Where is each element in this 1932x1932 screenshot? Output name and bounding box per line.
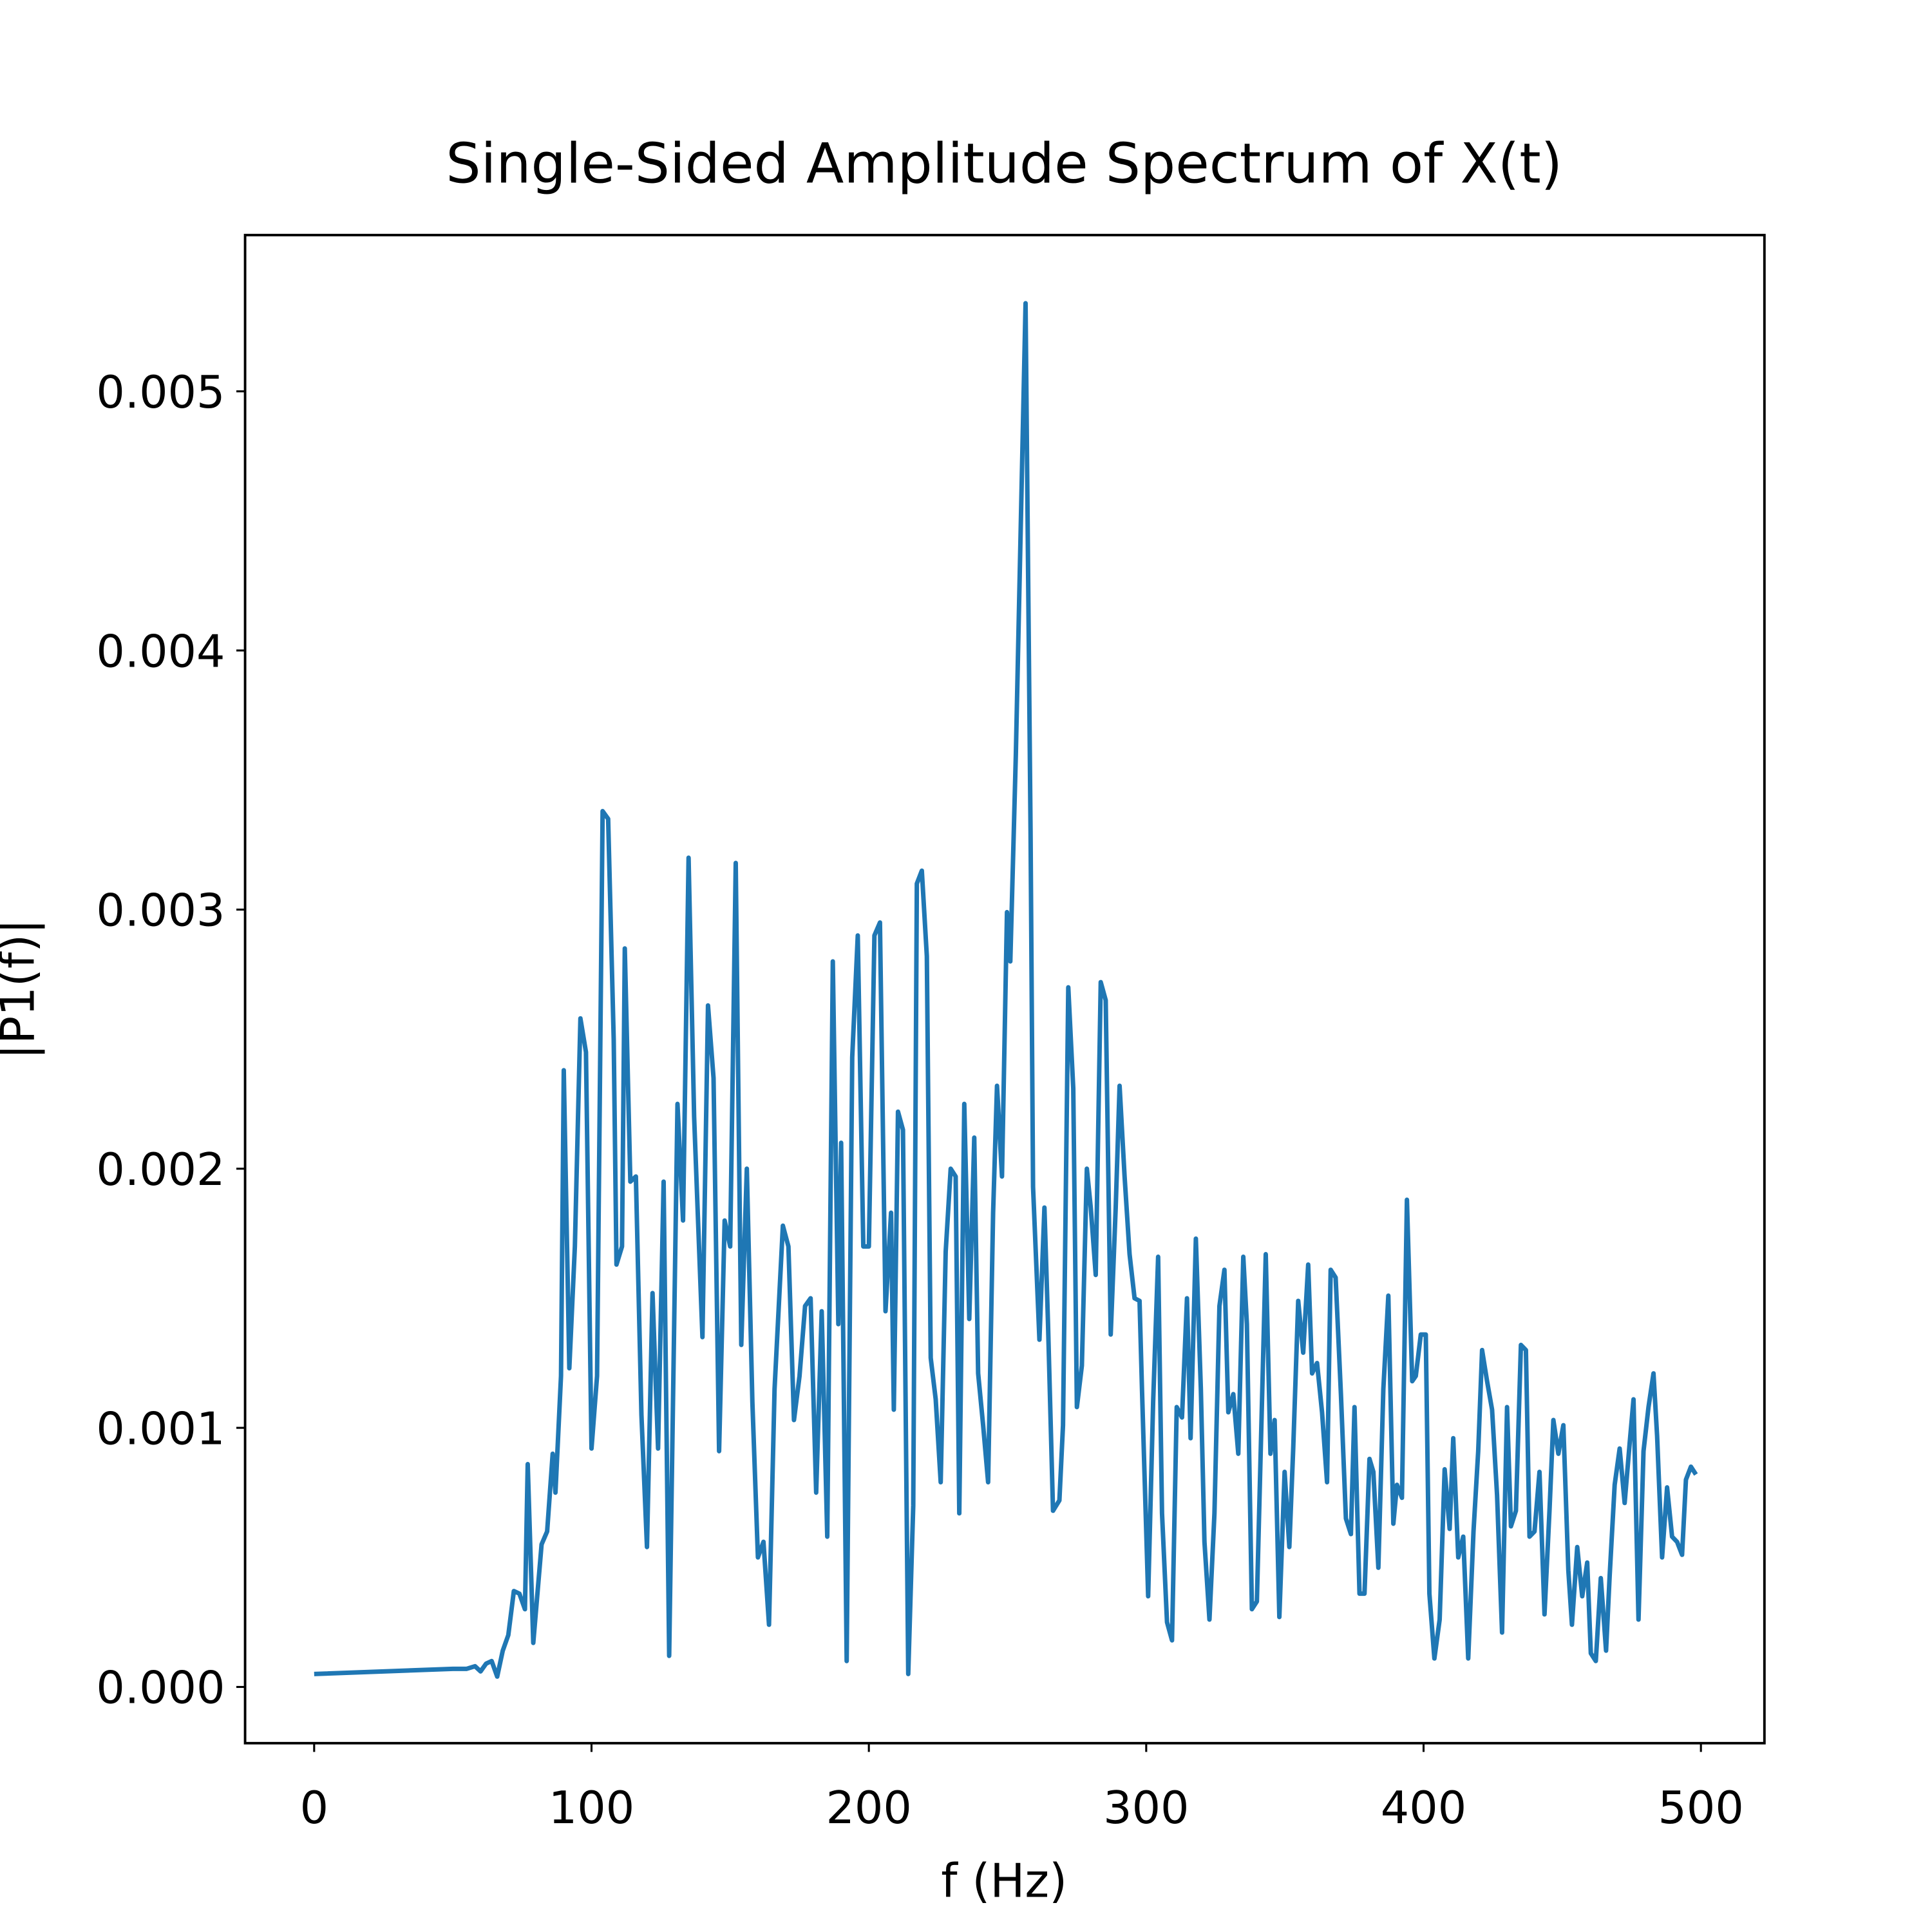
y-tick-label: 0.003: [96, 885, 225, 937]
x-axis-label: f (Hz): [941, 1854, 1067, 1908]
y-tick-label: 0.002: [96, 1144, 225, 1196]
x-tick-label: 0: [300, 1782, 328, 1834]
x-tick-label: 400: [1381, 1782, 1466, 1834]
x-tick-label: 200: [826, 1782, 911, 1834]
x-tick-label: 300: [1103, 1782, 1189, 1834]
chart-title: Single-Sided Amplitude Spectrum of X(t): [446, 132, 1562, 196]
y-tick-label: 0.000: [96, 1662, 225, 1714]
y-tick-label: 0.001: [96, 1403, 225, 1455]
y-axis-label: |P1(f)|: [0, 919, 45, 1060]
x-tick-label: 100: [549, 1782, 634, 1834]
x-tick-label: 500: [1658, 1782, 1743, 1834]
y-tick-label: 0.005: [96, 366, 225, 419]
y-tick-label: 0.004: [96, 625, 225, 677]
plot-frame: [243, 234, 1766, 1745]
data-line: [314, 301, 1698, 1679]
